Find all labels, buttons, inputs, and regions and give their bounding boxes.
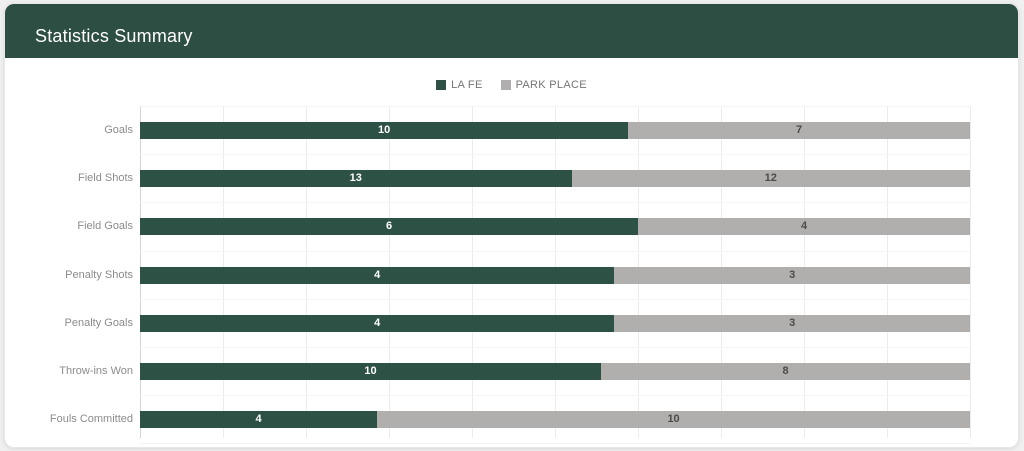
chart-body: Goals Field Shots Field Goals Penalty Shots…	[5, 106, 1018, 445]
bar-segment-park-place[interactable]: 3	[614, 314, 970, 332]
bar-track: 4 10	[140, 411, 970, 429]
bar-segment-la-fe[interactable]: 10	[140, 363, 602, 381]
gridline	[970, 106, 971, 439]
category-label-penalty-goals: Penalty Goals	[64, 316, 133, 329]
bar-segment-park-place[interactable]: 10	[377, 411, 970, 429]
bar-track: 10 7	[140, 122, 970, 140]
bar-value: 6	[385, 220, 393, 233]
bar-row-fouls-committed: 4 10	[140, 395, 970, 443]
chart-legend: LA FE PARK PLACE	[5, 58, 1018, 106]
bar-value: 7	[796, 124, 803, 137]
bar-row-throw-ins-won: 10 8	[140, 346, 970, 395]
bar-segment-la-fe[interactable]: 6	[140, 218, 638, 236]
category-label-field-goals: Field Goals	[77, 220, 133, 233]
statistics-summary-card: Statistics Summary LA FE PARK PLACE Goal…	[4, 3, 1019, 448]
category-label-throw-ins-won: Throw-ins Won	[59, 365, 133, 378]
card-header: Statistics Summary	[5, 4, 1018, 58]
bar-value: 8	[782, 365, 789, 378]
legend-item-la-fe[interactable]: LA FE	[436, 79, 482, 91]
bar-track: 10 8	[140, 363, 970, 381]
legend-swatch-park-place	[500, 80, 511, 90]
bar-value: 13	[349, 172, 362, 185]
bar-value: 3	[789, 268, 796, 281]
bar-segment-la-fe[interactable]: 4	[140, 266, 615, 284]
bar-segment-la-fe[interactable]: 4	[140, 314, 615, 332]
bar-track: 13 12	[140, 170, 970, 188]
bar-value: 12	[764, 172, 777, 185]
bar-row-goals: 10 7	[140, 106, 970, 154]
category-label-fouls-committed: Fouls Committed	[49, 413, 133, 426]
bar-value: 4	[374, 268, 381, 281]
bar-row-field-shots: 13 12	[140, 154, 970, 202]
bar-segment-park-place[interactable]: 12	[571, 170, 970, 188]
bar-segment-la-fe[interactable]: 4	[140, 411, 378, 429]
category-labels: Goals Field Shots Field Goals Penalty Shots…	[5, 106, 140, 444]
plot-area: 10 7 13 12 6 4 4 3 4 3 10 8 4 10	[140, 106, 971, 445]
bar-value: 3	[789, 316, 796, 329]
category-label-goals: Goals	[104, 124, 133, 137]
bar-segment-park-place[interactable]: 8	[601, 363, 970, 381]
bar-segment-park-place[interactable]: 7	[628, 122, 970, 140]
bar-segment-la-fe[interactable]: 13	[140, 170, 572, 188]
statistics-chart: LA FE PARK PLACE Goals Field Shots Field G…	[5, 58, 1018, 445]
legend-item-park-place[interactable]: PARK PLACE	[500, 79, 587, 91]
legend-swatch-la-fe	[436, 80, 447, 90]
bar-value: 4	[800, 220, 808, 233]
bar-value: 10	[667, 413, 680, 426]
bar-rows: 10 7 13 12 6 4 4 3 4 3 10 8 4 10	[140, 106, 970, 445]
category-label-field-shots: Field Shots	[77, 172, 133, 185]
category-label-penalty-shots: Penalty Shots	[65, 268, 133, 281]
bar-segment-park-place[interactable]: 4	[638, 218, 970, 236]
legend-label-la-fe: LA FE	[451, 79, 483, 91]
bar-value: 10	[364, 365, 377, 378]
legend-label-park-place: PARK PLACE	[515, 79, 587, 91]
bar-segment-la-fe[interactable]: 10	[140, 122, 629, 140]
bar-segment-park-place[interactable]: 3	[614, 266, 970, 284]
bar-value: 4	[255, 413, 262, 426]
page-title: Statistics Summary	[35, 25, 193, 46]
bar-value: 10	[377, 124, 391, 137]
bar-value: 4	[374, 316, 381, 329]
